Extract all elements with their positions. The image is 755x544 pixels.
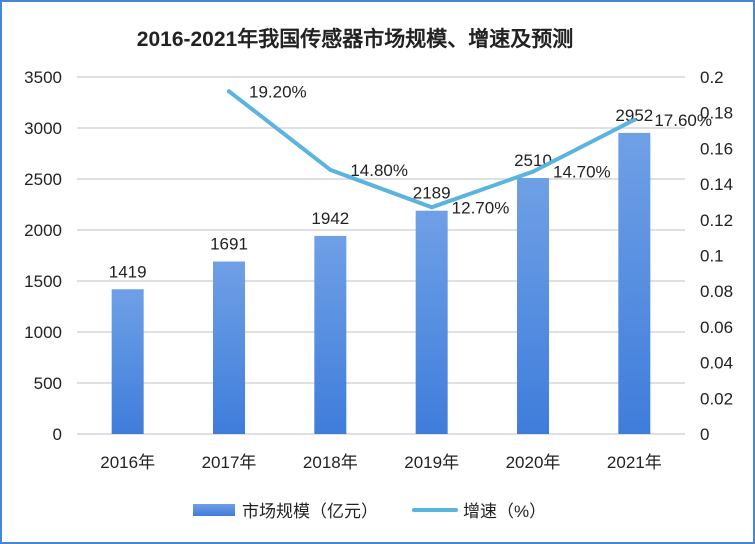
- line-data-label: 17.60%: [654, 111, 712, 130]
- x-tick-label: 2017年: [202, 453, 257, 472]
- y-left-tick-label: 2000: [24, 221, 62, 240]
- bar: [415, 210, 448, 434]
- chart-title: 2016-2021年我国传感器市场规模、增速及预测: [137, 27, 573, 51]
- y-left-tick-label: 0: [53, 425, 62, 444]
- legend-bar-label: 市场规模（亿元）: [242, 502, 378, 521]
- bar-data-label: 2189: [413, 184, 451, 203]
- line-data-label: 14.80%: [350, 161, 408, 180]
- x-tick-label: 2020年: [506, 453, 561, 472]
- line-point: [429, 205, 434, 210]
- y-right-tick-label: 0.02: [700, 389, 733, 408]
- legend-bar-swatch: [193, 504, 235, 516]
- y-right-tick-label: 0.06: [700, 318, 733, 337]
- y-right-tick-label: 0.18: [700, 104, 733, 123]
- bar: [517, 177, 549, 435]
- line-data-label: 14.70%: [553, 163, 611, 182]
- y-left-tick-label: 3500: [24, 68, 62, 87]
- y-right-tick-label: 0.04: [700, 354, 733, 373]
- bar: [314, 235, 347, 434]
- y-right-tick-label: 0.14: [700, 175, 733, 194]
- bar-data-label: 1691: [210, 235, 248, 254]
- bar-data-label: 1419: [109, 262, 147, 281]
- line-point: [632, 117, 637, 122]
- y-left-tick-label: 3000: [24, 119, 62, 138]
- legend-line-label: 增速（%）: [463, 502, 546, 521]
- line-point: [531, 169, 535, 174]
- y-right-tick-label: 0.08: [700, 282, 733, 301]
- line-data-label: 19.20%: [249, 82, 307, 101]
- x-tick-label: 2018年: [303, 453, 358, 472]
- bar-data-label: 2510: [514, 151, 552, 170]
- x-tick-label: 2021年: [607, 453, 662, 472]
- bar: [618, 132, 651, 434]
- bar: [111, 289, 144, 434]
- y-left-tick-label: 1500: [24, 272, 62, 291]
- x-tick-label: 2019年: [404, 453, 459, 472]
- x-tick-label: 2016年: [100, 453, 155, 472]
- y-right-tick-label: 0.12: [700, 211, 733, 230]
- y-right-tick-label: 0.1: [700, 247, 724, 266]
- y-left-tick-label: 1000: [24, 323, 62, 342]
- bar: [213, 261, 245, 434]
- bar-data-label: 2952: [615, 106, 653, 125]
- bar-data-label: 1942: [311, 209, 349, 228]
- y-left-tick-label: 2500: [24, 170, 62, 189]
- line-point: [328, 167, 333, 172]
- line-point: [227, 89, 231, 94]
- line-data-label: 12.70%: [452, 198, 510, 217]
- y-right-tick-label: 0.16: [700, 139, 733, 158]
- y-right-tick-label: 0.2: [700, 68, 724, 87]
- y-right-tick-label: 0: [700, 425, 709, 444]
- y-left-tick-label: 500: [34, 374, 62, 393]
